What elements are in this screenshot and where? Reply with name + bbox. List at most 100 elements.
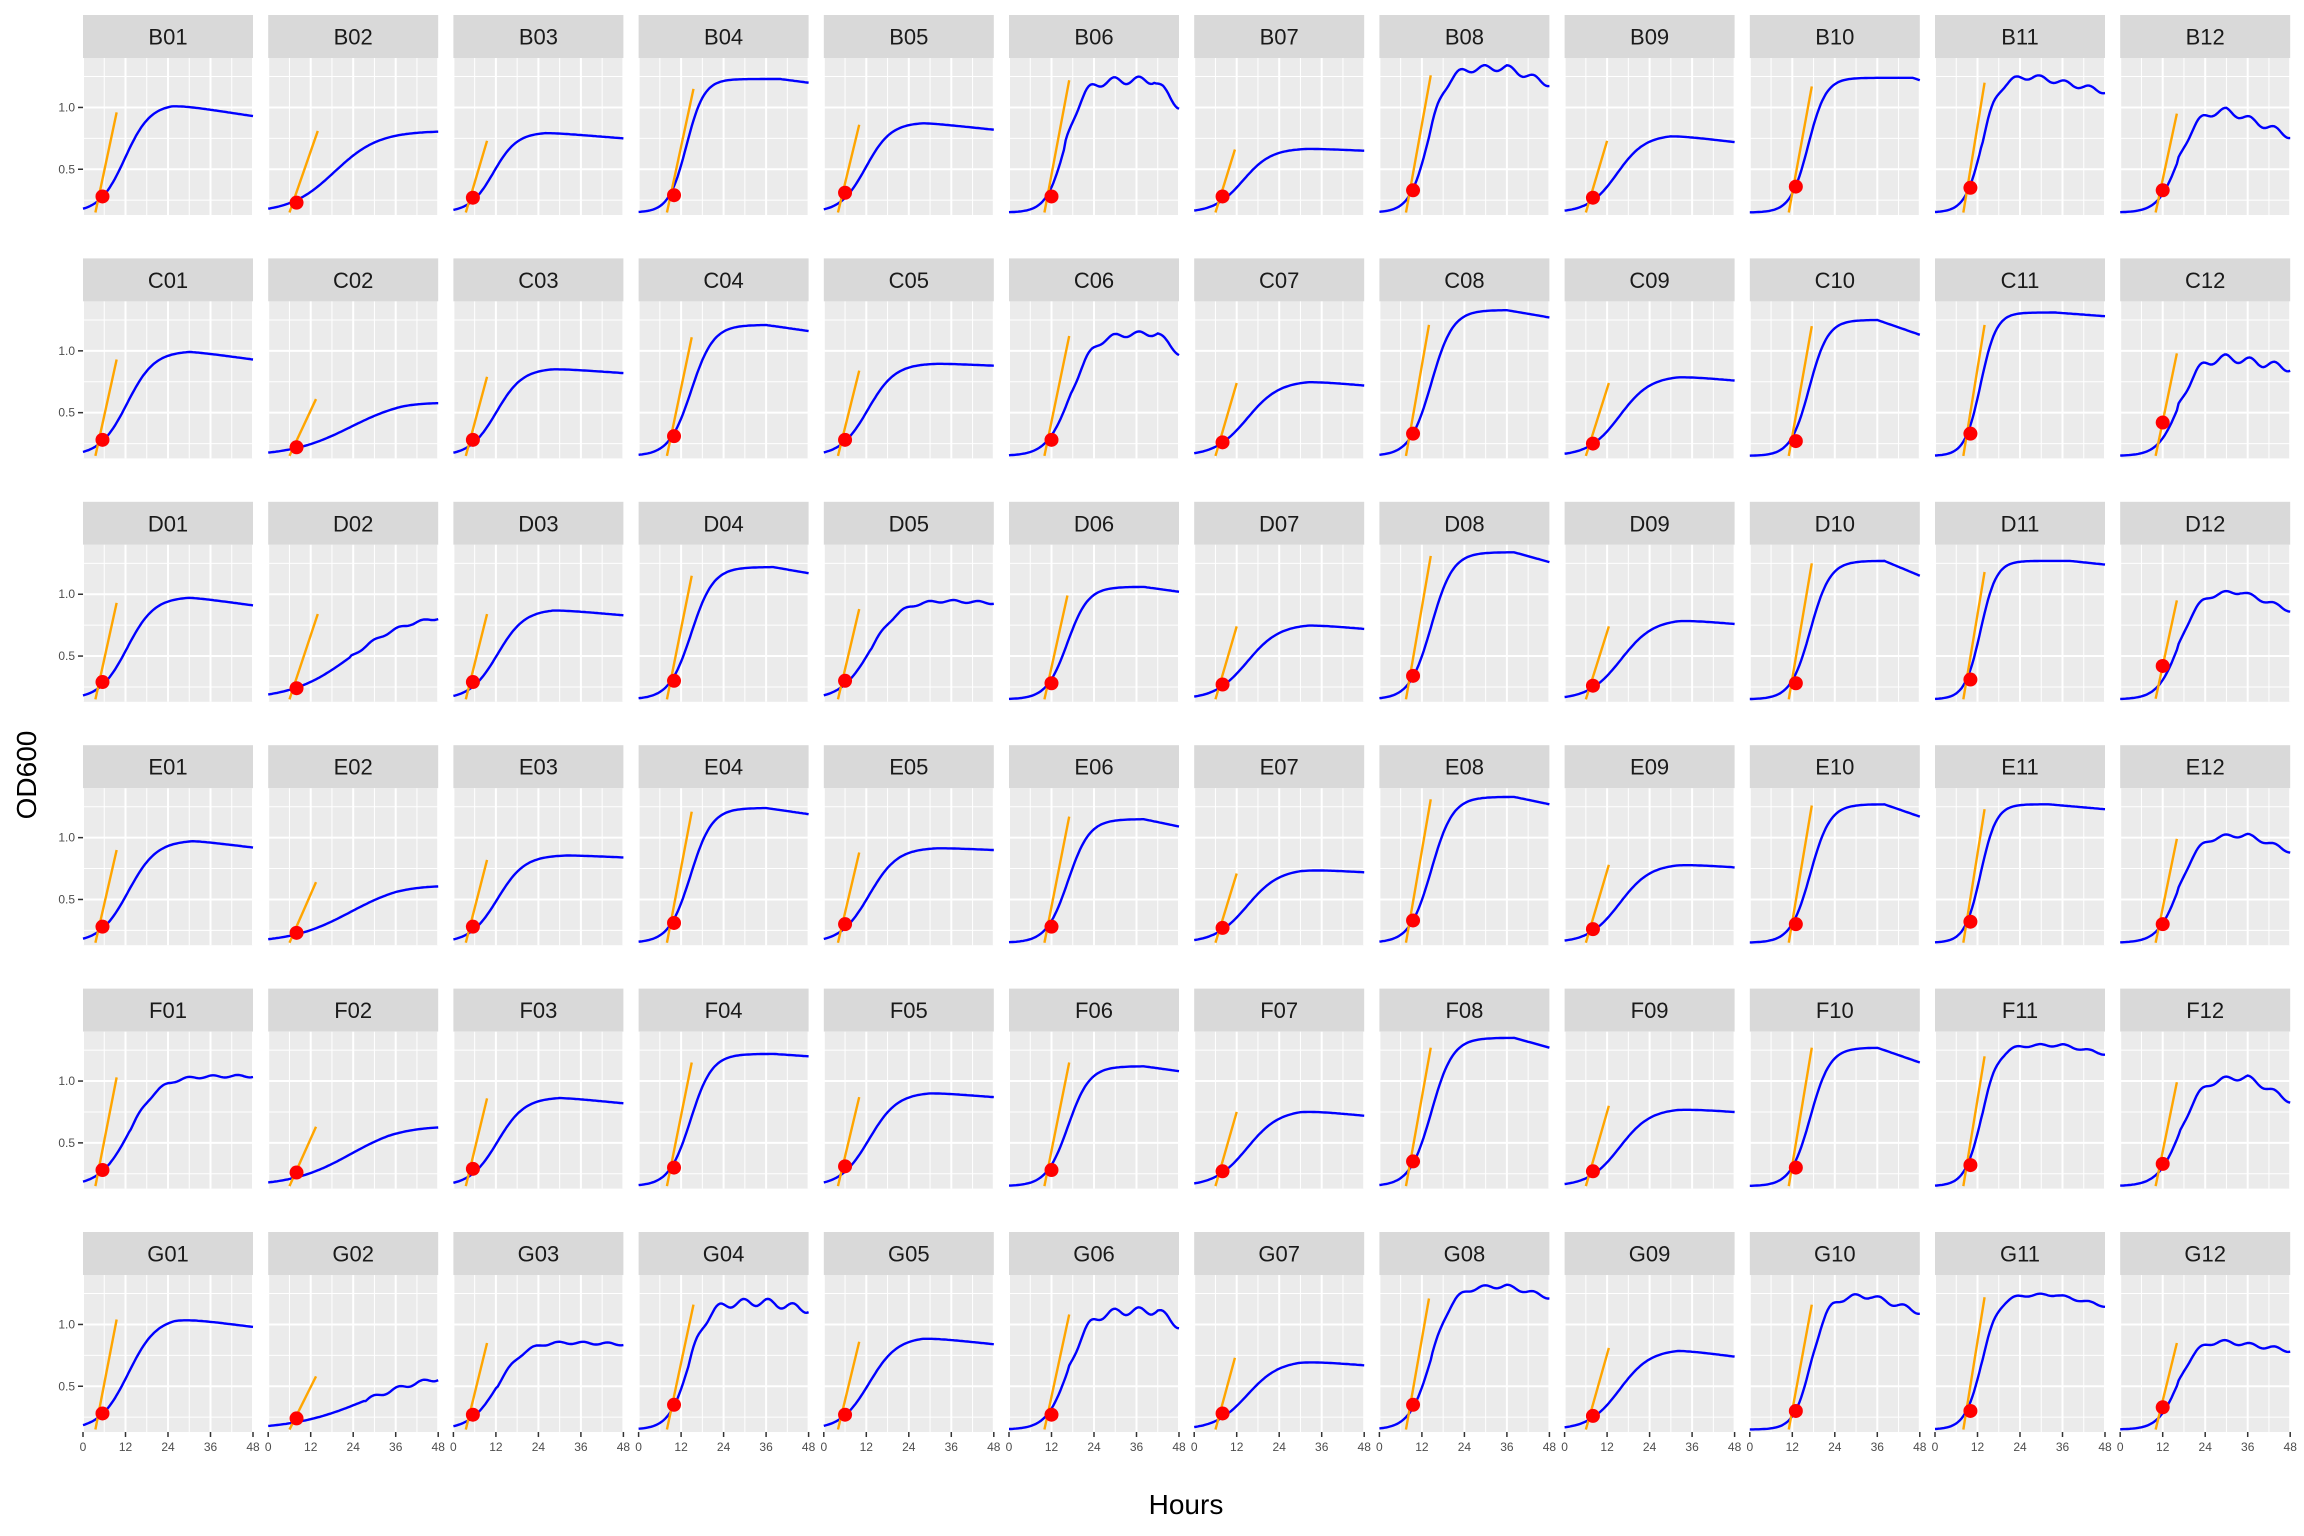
facet-strip bbox=[823, 745, 994, 789]
growth-curve bbox=[453, 1096, 624, 1184]
inflection-point bbox=[1585, 436, 1600, 451]
facet-strip bbox=[268, 501, 439, 545]
growth-curve bbox=[1749, 318, 1921, 457]
gridlines bbox=[82, 788, 254, 946]
facet-panel-C10: C10 bbox=[1748, 258, 1921, 459]
inflection-point bbox=[1788, 1403, 1803, 1418]
facet-panel-F04: F04 bbox=[637, 988, 810, 1189]
y-axis-title: OD600 bbox=[11, 731, 42, 820]
facet-strip-label: E03 bbox=[519, 755, 558, 780]
inflection-point bbox=[95, 432, 110, 447]
gridlines bbox=[1193, 58, 1366, 215]
facet-strip bbox=[1009, 988, 1179, 1032]
facet-strip bbox=[268, 1232, 439, 1275]
facet-strip-label: D08 bbox=[1444, 511, 1484, 536]
facet-strip bbox=[1379, 501, 1550, 545]
facet-strip bbox=[1009, 501, 1179, 545]
facet-strip-label: F11 bbox=[2002, 998, 2038, 1023]
inflection-point bbox=[1963, 914, 1978, 929]
growth-curve bbox=[823, 362, 994, 454]
facet-panel-E08: E08 bbox=[1378, 745, 1551, 946]
x-tick-label: 0 bbox=[1932, 1440, 1939, 1454]
x-tick-label: 24 bbox=[1273, 1440, 1287, 1454]
facet-strip bbox=[638, 501, 809, 545]
gridlines bbox=[452, 544, 625, 702]
gridlines bbox=[637, 788, 810, 946]
inflection-point bbox=[2155, 658, 2170, 673]
facet-strip-label: D02 bbox=[333, 511, 373, 536]
facet-panel-E06: E06 bbox=[1008, 745, 1180, 946]
facet-strip bbox=[1194, 501, 1365, 545]
growth-curve bbox=[1934, 74, 2106, 214]
facet-strip-label: F03 bbox=[519, 998, 557, 1023]
x-tick-label: 0 bbox=[1191, 1440, 1198, 1454]
x-tick-label: 48 bbox=[246, 1440, 260, 1454]
y-tick-label: 0.5 bbox=[58, 406, 75, 420]
x-tick-label: 36 bbox=[2241, 1440, 2255, 1454]
facet-strip-label: D11 bbox=[2001, 511, 2040, 536]
growth-curve bbox=[453, 1340, 624, 1428]
inflection-point bbox=[1963, 1403, 1978, 1418]
x-tick-label: 24 bbox=[161, 1440, 175, 1454]
facet-panel-B09: B09 bbox=[1563, 15, 1736, 215]
x-tick-label: 48 bbox=[2284, 1440, 2298, 1454]
facet-strip-label: F01 bbox=[149, 998, 187, 1023]
x-tick-label: 0 bbox=[450, 1440, 457, 1454]
facet-strip bbox=[1564, 501, 1735, 545]
gridlines bbox=[82, 544, 254, 702]
facet-strip-label: D10 bbox=[1815, 511, 1855, 536]
x-tick-label: 0 bbox=[1746, 1440, 1753, 1454]
facet-strip bbox=[638, 258, 809, 302]
x-tick-label: 48 bbox=[1543, 1440, 1557, 1454]
facet-panel-B02: B02 bbox=[267, 15, 440, 215]
facet-strip bbox=[453, 258, 624, 302]
growth-curve bbox=[1934, 311, 2106, 457]
facet-strip bbox=[453, 15, 624, 58]
gridlines bbox=[1008, 788, 1180, 946]
x-tick-label: 24 bbox=[902, 1440, 916, 1454]
facet-panel-F09: F09 bbox=[1563, 988, 1736, 1189]
facet-strip-label: D12 bbox=[2185, 511, 2225, 536]
tangent-line bbox=[2154, 353, 2179, 457]
growth-curve bbox=[1749, 1293, 1920, 1431]
facet-panel-F05: F05 bbox=[822, 988, 995, 1189]
gridlines bbox=[267, 1031, 440, 1189]
x-tick-label: 36 bbox=[759, 1440, 773, 1454]
gridlines bbox=[452, 1275, 625, 1432]
x-tick-label: 12 bbox=[119, 1440, 133, 1454]
facet-strip bbox=[1194, 745, 1365, 789]
gridlines bbox=[2119, 1031, 2292, 1189]
facet-strip-label: B07 bbox=[1260, 25, 1299, 50]
gridlines bbox=[1378, 1275, 1551, 1432]
facet-strip bbox=[1749, 745, 1920, 789]
facet-strip-label: G05 bbox=[888, 1242, 930, 1267]
facet-strip-label: F10 bbox=[1816, 998, 1854, 1023]
facet-strip-label: E01 bbox=[148, 755, 187, 780]
gridlines bbox=[822, 58, 995, 215]
inflection-point bbox=[1963, 180, 1978, 195]
gridlines bbox=[1008, 58, 1180, 215]
facet-panel-C01: C01 0.5 1.0 bbox=[58, 258, 254, 459]
x-tick-label: 0 bbox=[80, 1440, 87, 1454]
facet-strip bbox=[1194, 1232, 1365, 1275]
inflection-point bbox=[838, 1159, 853, 1174]
growth-curve bbox=[1749, 559, 1921, 701]
x-tick-label: 12 bbox=[674, 1440, 688, 1454]
growth-curve bbox=[638, 1297, 809, 1430]
x-tick-label: 12 bbox=[1971, 1440, 1985, 1454]
facet-strip bbox=[1935, 501, 2105, 545]
facet-panel-G03: G03 0 12 24 36 48 bbox=[450, 1232, 630, 1454]
facet-panel-C11: C11 bbox=[1934, 258, 2106, 459]
facet-panel-B11: B11 bbox=[1934, 15, 2106, 215]
growth-curve bbox=[82, 596, 254, 697]
facet-strip-label: E12 bbox=[2186, 755, 2225, 780]
x-tick-label: 48 bbox=[2098, 1440, 2112, 1454]
facet-strip-label: B01 bbox=[148, 25, 187, 50]
inflection-point bbox=[1788, 917, 1803, 932]
facet-strip bbox=[83, 745, 253, 789]
x-tick-label: 0 bbox=[820, 1440, 827, 1454]
facet-panel-D10: D10 bbox=[1748, 501, 1921, 702]
x-tick-label: 12 bbox=[489, 1440, 503, 1454]
facet-strip bbox=[1749, 258, 1920, 302]
gridlines bbox=[637, 1031, 810, 1189]
